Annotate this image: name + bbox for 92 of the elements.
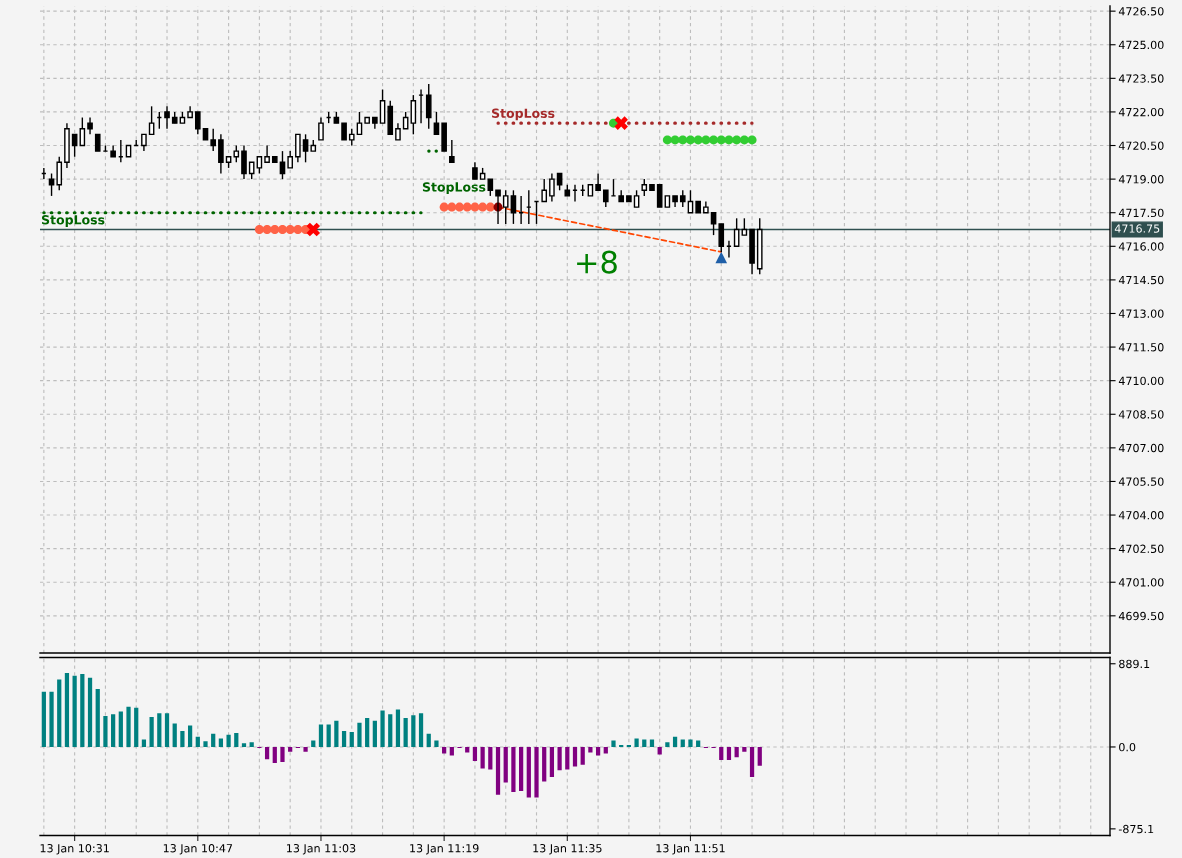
bar — [403, 717, 408, 747]
bar — [580, 746, 585, 765]
bar — [426, 733, 431, 747]
bar — [642, 739, 647, 747]
bar — [395, 709, 401, 747]
bar — [180, 731, 185, 747]
bar — [203, 741, 208, 747]
bar — [111, 714, 116, 747]
x-tick-label: 13 Jan 10:47 — [163, 844, 233, 855]
bar — [665, 742, 670, 747]
bar — [511, 746, 516, 792]
bar — [503, 746, 508, 783]
bar — [749, 746, 755, 777]
bar — [726, 746, 732, 761]
bar — [611, 740, 616, 747]
x-tick-label: 13 Jan 11:51 — [656, 844, 725, 855]
bar — [349, 731, 354, 747]
bar — [465, 746, 470, 753]
bar — [542, 746, 547, 782]
bar — [264, 746, 270, 760]
x-tick-label: 13 Jan 10:31 — [40, 844, 109, 855]
bar — [118, 711, 123, 747]
bar — [141, 739, 147, 747]
bar — [95, 688, 100, 747]
bar — [495, 746, 501, 795]
bar — [149, 717, 154, 747]
bar — [334, 720, 339, 747]
bar — [241, 743, 247, 747]
bar — [472, 746, 478, 762]
bar — [288, 746, 293, 752]
bar — [742, 746, 747, 752]
bar — [634, 738, 639, 747]
bar — [534, 746, 539, 798]
bar — [488, 746, 493, 770]
bar — [57, 679, 62, 747]
bar — [311, 740, 316, 747]
bar — [126, 706, 131, 747]
bar — [372, 720, 377, 747]
bar — [672, 736, 678, 747]
bar — [64, 673, 70, 747]
bar — [519, 746, 524, 791]
bar — [303, 746, 308, 752]
bar — [103, 716, 108, 747]
bar — [72, 675, 77, 747]
bar — [272, 746, 277, 763]
bar — [588, 746, 593, 753]
bar — [318, 724, 324, 747]
x-tick-label: 13 Jan 11:35 — [533, 844, 602, 855]
bar — [680, 739, 685, 747]
x-tick-label: 13 Jan 11:19 — [410, 844, 479, 855]
y-tick-label: 0.0 — [1119, 742, 1136, 752]
bar — [688, 739, 693, 747]
bar — [719, 746, 724, 761]
bar — [341, 731, 347, 747]
bar — [442, 746, 447, 754]
bar — [226, 734, 231, 747]
bar — [195, 736, 200, 747]
bar — [164, 713, 170, 747]
y-tick-label: -875.1 — [1118, 824, 1154, 834]
bar — [134, 707, 139, 747]
bar — [603, 746, 608, 754]
bar — [87, 677, 93, 747]
bar — [211, 733, 216, 747]
bar — [434, 740, 439, 747]
bar — [249, 742, 254, 747]
bar — [326, 724, 331, 747]
bar — [572, 746, 578, 767]
bar — [41, 691, 46, 747]
bar — [388, 714, 393, 747]
bar — [757, 746, 762, 766]
bar — [157, 713, 162, 747]
bar — [357, 722, 362, 747]
bar — [557, 746, 562, 771]
bar — [696, 740, 701, 747]
bar — [565, 746, 570, 770]
bar — [649, 739, 655, 747]
bar — [526, 746, 531, 798]
bar — [549, 746, 555, 777]
bar — [480, 746, 485, 769]
x-tick-label: 13 Jan 11:03 — [287, 844, 356, 855]
bar — [734, 746, 739, 758]
bar — [172, 723, 177, 747]
bar — [234, 732, 239, 747]
bar — [280, 746, 285, 762]
bar — [80, 673, 85, 747]
bar — [411, 715, 416, 747]
bar — [380, 710, 385, 747]
bar — [187, 725, 193, 747]
y-tick-label: 889.1 — [1119, 659, 1150, 669]
bar — [49, 691, 54, 747]
bar — [365, 717, 370, 747]
bar — [418, 713, 424, 747]
